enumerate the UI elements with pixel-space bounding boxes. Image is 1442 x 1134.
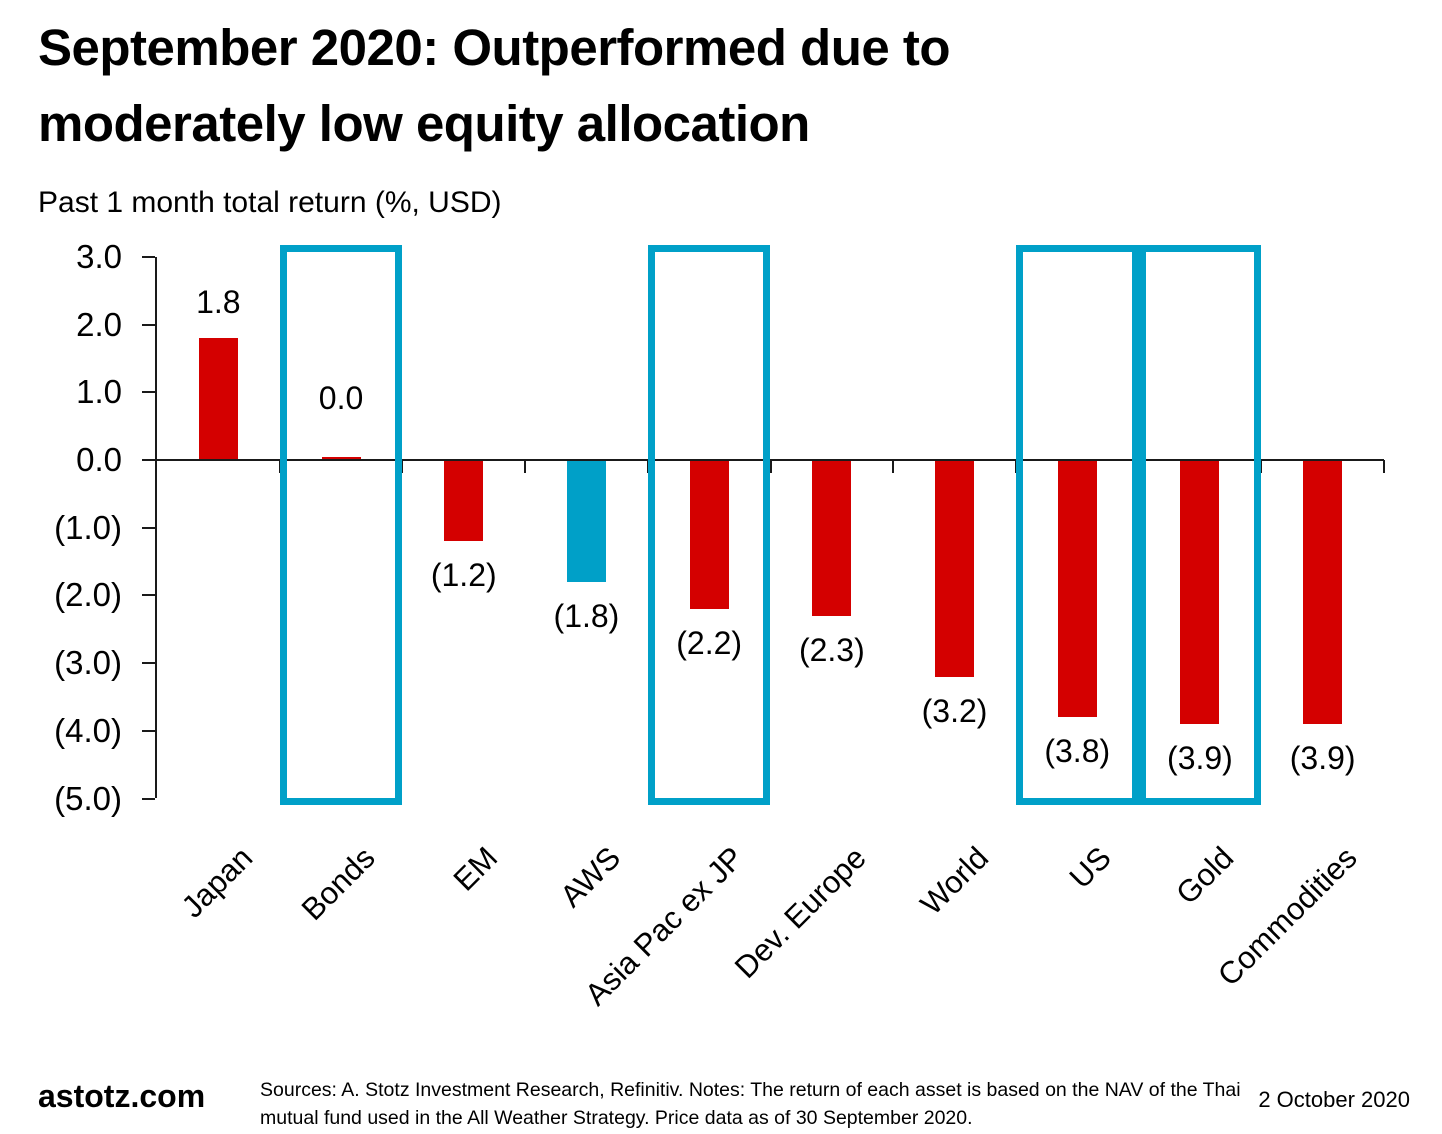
- x-axis-tick: [401, 460, 404, 473]
- category-label-dev-europe: Dev. Europe: [727, 840, 873, 985]
- chart-subtitle: Past 1 month total return (%, USD): [38, 186, 502, 219]
- category-label-gold: Gold: [1169, 840, 1241, 912]
- y-axis-tick-label: 2.0: [76, 305, 122, 343]
- y-axis-tick: [142, 255, 155, 258]
- category-label-world: World: [913, 840, 996, 922]
- value-label-dev-europe: (2.3): [798, 631, 865, 668]
- bar-us: [1057, 460, 1097, 718]
- bar-commodities: [1303, 460, 1343, 725]
- value-label-commodities: (3.9): [1289, 740, 1356, 777]
- x-axis-tick: [892, 460, 895, 473]
- sources-note-line2: mutual fund used in the All Weather Stra…: [260, 1107, 973, 1129]
- highlight-box-asia-pac-ex-jp: [647, 245, 771, 805]
- category-label-us: US: [1062, 840, 1118, 896]
- page-title: September 2020: Outperformed due to mode…: [38, 10, 951, 162]
- x-axis-tick: [1383, 460, 1385, 473]
- y-axis-tick: [142, 323, 155, 326]
- highlight-box-us: [1015, 245, 1139, 805]
- category-label-aws: AWS: [553, 840, 628, 914]
- sources-note-line1: Sources: A. Stotz Investment Research, R…: [260, 1079, 1241, 1101]
- y-axis-tick-label: (5.0): [54, 779, 122, 817]
- highlight-box-bonds: [279, 245, 403, 805]
- category-label-em: EM: [446, 840, 505, 898]
- x-axis-line: [157, 459, 1384, 461]
- y-axis-tick: [142, 797, 155, 800]
- bar-asia-pac-ex-jp: [689, 460, 729, 609]
- y-axis-tick-label: 0.0: [76, 441, 122, 478]
- value-label-world: (3.2): [921, 692, 988, 729]
- value-label-asia-pac-ex-jp: (2.2): [676, 624, 743, 661]
- y-axis-tick-label: (4.0): [54, 711, 122, 749]
- y-axis-tick-label: 1.0: [76, 373, 122, 411]
- value-label-em: (1.2): [430, 557, 497, 594]
- value-label-japan: 1.8: [196, 284, 241, 321]
- y-axis-tick: [142, 526, 155, 529]
- x-axis-tick: [524, 460, 527, 473]
- y-axis-tick-label: 3.0: [76, 237, 122, 275]
- brand-label: astotz.com: [38, 1078, 206, 1114]
- x-axis-tick: [1260, 460, 1263, 473]
- y-axis-tick: [142, 391, 155, 394]
- bar-bonds: [321, 457, 361, 460]
- value-label-bonds: 0.0: [318, 380, 364, 416]
- page-title-line1: September 2020: Outperformed due to: [38, 19, 951, 76]
- category-label-bonds: Bonds: [294, 840, 382, 927]
- y-axis-tick-label: (3.0): [54, 644, 122, 682]
- y-axis-tick: [142, 459, 155, 461]
- y-axis-tick: [142, 662, 155, 665]
- sources-note: Sources: A. Stotz Investment Research, R…: [260, 1076, 1260, 1132]
- value-label-us: (3.8): [1044, 733, 1111, 770]
- highlight-box-gold: [1138, 245, 1262, 805]
- y-axis-line: [155, 256, 157, 799]
- bar-world: [935, 460, 975, 677]
- bar-dev-europe: [812, 460, 852, 616]
- report-date: 2 October 2020: [1258, 1087, 1410, 1112]
- y-axis-tick: [142, 594, 155, 597]
- y-axis-tick: [142, 729, 155, 732]
- y-axis-tick-label: (1.0): [54, 508, 122, 546]
- category-label-japan: Japan: [174, 840, 260, 925]
- x-axis-tick: [769, 460, 772, 473]
- page-title-line2: moderately low equity allocation: [38, 95, 810, 152]
- y-axis-tick-label: (2.0): [54, 576, 122, 614]
- value-label-gold: (3.9): [1167, 740, 1233, 777]
- bar-aws: [566, 460, 606, 582]
- bar-japan: [198, 338, 238, 460]
- bar-em: [444, 460, 484, 542]
- bar-gold: [1180, 460, 1220, 725]
- value-label-aws: (1.8): [553, 597, 620, 634]
